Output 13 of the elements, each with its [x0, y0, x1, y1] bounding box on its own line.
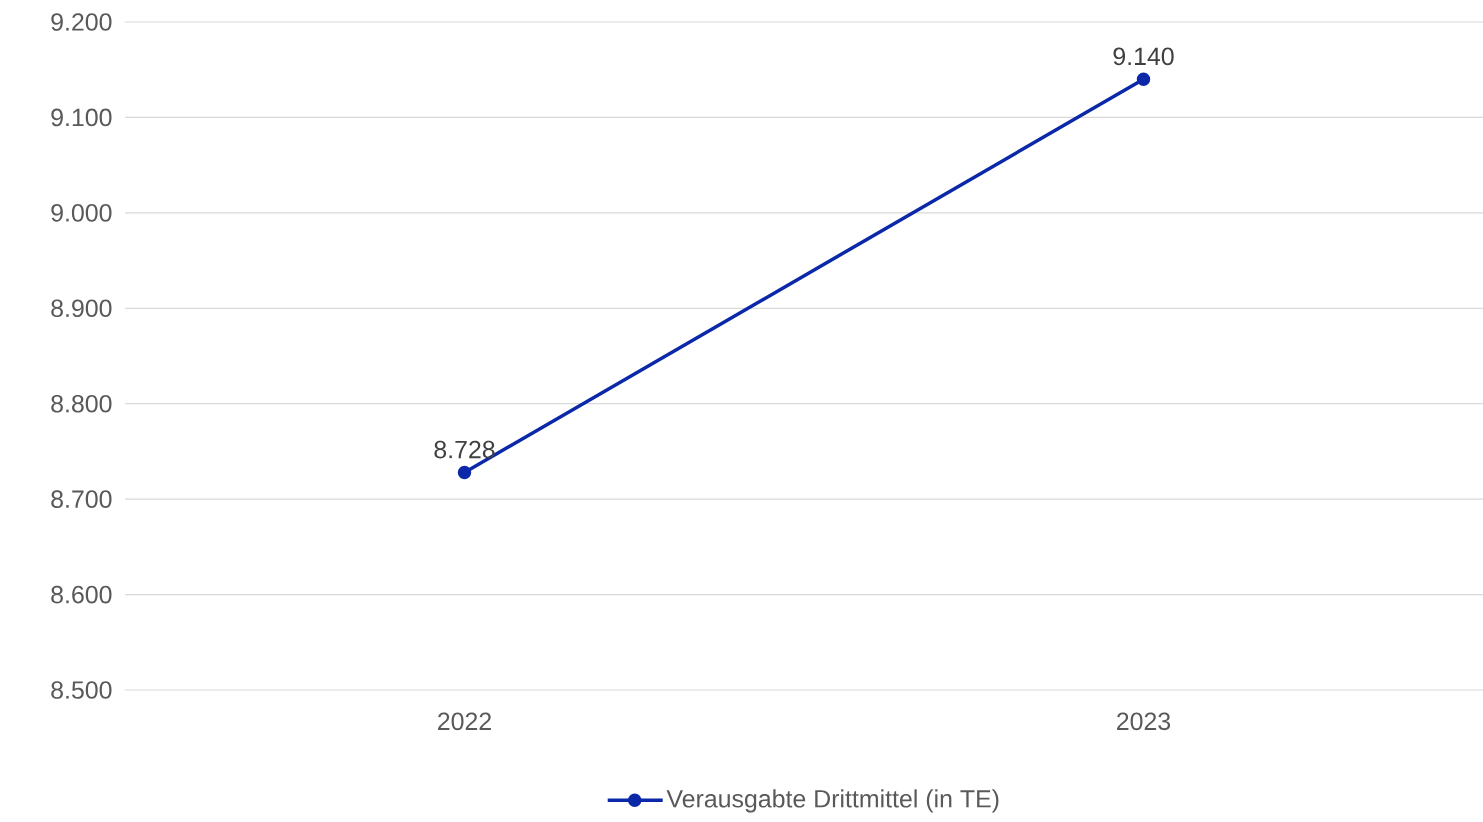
- y-tick-label: 9.200: [51, 13, 112, 31]
- data-label: 8.728: [434, 440, 495, 459]
- y-tick-label: 8.700: [51, 490, 112, 508]
- legend-label: Verausgabte Drittmittel (in TE): [666, 789, 999, 813]
- data-label: 9.140: [1113, 47, 1174, 66]
- y-tick-label: 9.000: [51, 204, 112, 222]
- x-tick-label: 2022: [438, 712, 491, 731]
- x-tick-label: 2023: [1117, 712, 1171, 731]
- y-tick-label: 8.900: [51, 299, 112, 318]
- y-tick-label: 9.100: [51, 108, 112, 127]
- y-tick-label: 8.800: [51, 394, 112, 413]
- y-tick-label: 8.600: [51, 585, 112, 604]
- y-tick-label: 8.500: [51, 681, 112, 699]
